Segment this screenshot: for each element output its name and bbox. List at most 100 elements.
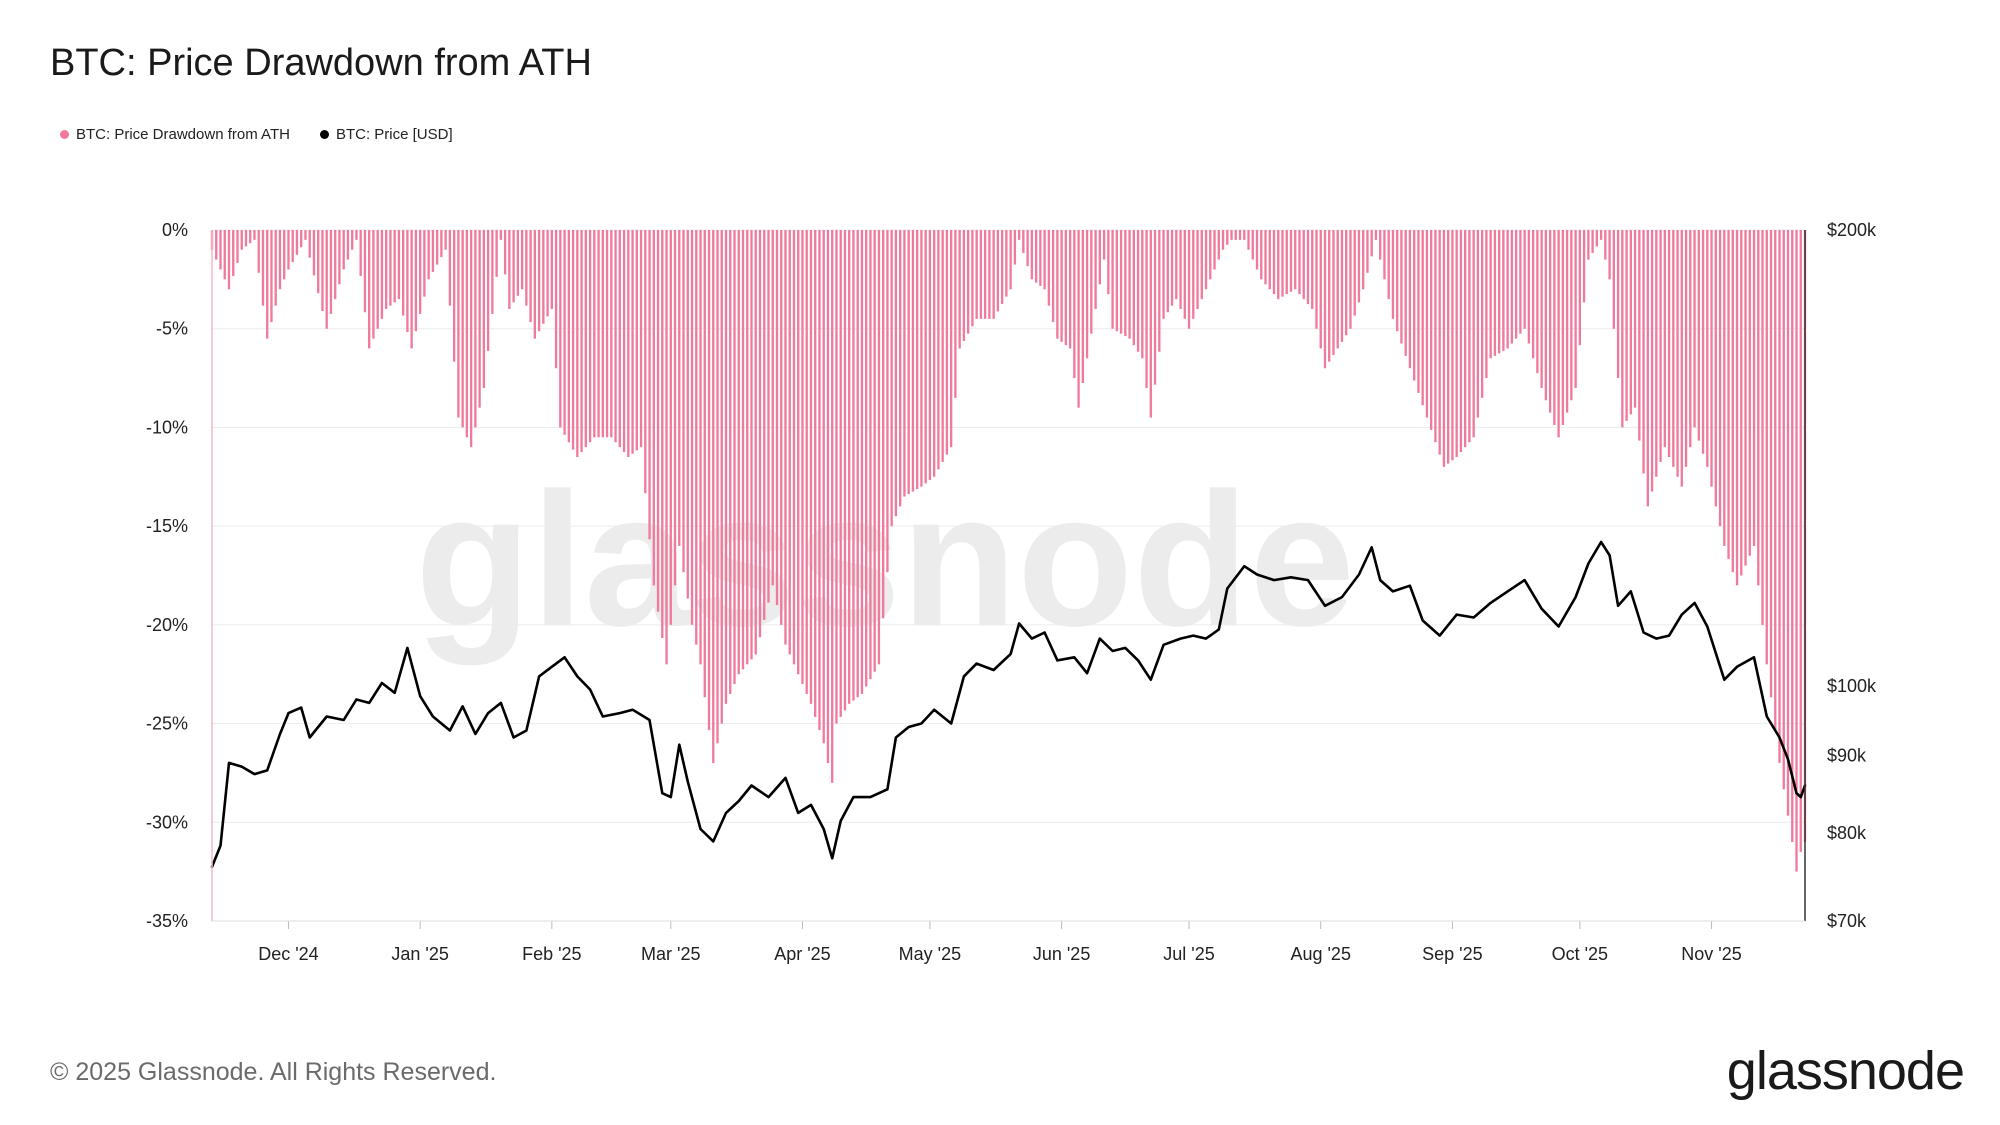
legend: BTC: Price Drawdown from ATH BTC: Price … bbox=[60, 126, 453, 143]
drawdown-bar bbox=[784, 230, 787, 645]
drawdown-bar bbox=[1510, 230, 1514, 344]
drawdown-bar bbox=[852, 230, 855, 701]
drawdown-bar bbox=[334, 230, 337, 300]
drawdown-bar bbox=[580, 230, 583, 453]
drawdown-bar bbox=[215, 230, 218, 260]
drawdown-bar bbox=[907, 230, 910, 495]
drawdown-bar bbox=[1684, 230, 1688, 467]
drawdown-bar bbox=[1119, 230, 1123, 334]
drawdown-bar bbox=[699, 230, 702, 665]
drawdown-bar bbox=[588, 230, 592, 443]
drawdown-bar bbox=[831, 230, 834, 783]
x-axis-tick-label: May '25 bbox=[899, 944, 961, 964]
x-axis-tick-label: Sep '25 bbox=[1422, 944, 1483, 964]
drawdown-bar bbox=[763, 230, 766, 620]
x-axis-tick-label: Mar '25 bbox=[641, 944, 700, 964]
drawdown-bar bbox=[835, 230, 838, 724]
drawdown-bar bbox=[499, 230, 503, 240]
drawdown-bar bbox=[1298, 230, 1301, 295]
drawdown-bar bbox=[1085, 230, 1089, 359]
drawdown-bar bbox=[351, 230, 354, 250]
legend-item-drawdown[interactable]: BTC: Price Drawdown from ATH bbox=[60, 126, 290, 143]
x-axis-tick-label: Oct '25 bbox=[1552, 944, 1608, 964]
legend-label-price: BTC: Price [USD] bbox=[335, 126, 453, 143]
drawdown-bar bbox=[495, 230, 498, 277]
drawdown-bar bbox=[1604, 230, 1607, 260]
drawdown-bar bbox=[1570, 230, 1573, 401]
drawdown-bar bbox=[1043, 230, 1046, 290]
drawdown-bar bbox=[1230, 230, 1233, 240]
drawdown-bar bbox=[1234, 230, 1237, 240]
drawdown-bar bbox=[1616, 230, 1620, 379]
drawdown-bar bbox=[1523, 230, 1526, 329]
drawdown-bar bbox=[988, 230, 991, 319]
drawdown-bar bbox=[1013, 230, 1017, 265]
drawdown-bar bbox=[448, 230, 452, 306]
drawdown-bar bbox=[1345, 230, 1348, 336]
drawdown-bar bbox=[520, 230, 524, 290]
drawdown-bar bbox=[945, 230, 949, 455]
drawdown-bar bbox=[304, 230, 307, 240]
drawdown-bar bbox=[1000, 230, 1004, 305]
drawdown-bar bbox=[712, 230, 715, 764]
drawdown-bar bbox=[236, 230, 239, 263]
drawdown-bar bbox=[1357, 230, 1361, 303]
drawdown-bar bbox=[1051, 230, 1055, 323]
drawdown-bar bbox=[729, 230, 732, 694]
legend-dot-price bbox=[319, 130, 329, 139]
drawdown-bar bbox=[1430, 230, 1433, 430]
drawdown-bar bbox=[1102, 230, 1106, 260]
drawdown-bar bbox=[1281, 230, 1284, 297]
drawdown-bar bbox=[444, 230, 447, 250]
drawdown-bar bbox=[368, 230, 371, 349]
drawdown-bar bbox=[1650, 230, 1654, 492]
drawdown-bar bbox=[1642, 230, 1645, 474]
left-axis-tick-label: -35% bbox=[146, 911, 188, 931]
left-axis-tick-label: -25% bbox=[146, 714, 188, 734]
drawdown-bar bbox=[1633, 230, 1637, 408]
drawdown-bar bbox=[920, 230, 923, 487]
drawdown-bar bbox=[435, 230, 439, 265]
drawdown-bar bbox=[890, 230, 893, 527]
drawdown-bar bbox=[1056, 230, 1059, 339]
drawdown-bar bbox=[1527, 230, 1531, 344]
drawdown-bar bbox=[1455, 230, 1458, 458]
drawdown-bar bbox=[1548, 230, 1552, 413]
drawdown-bar bbox=[1145, 230, 1148, 388]
drawdown-bar bbox=[1264, 230, 1267, 285]
drawdown-bar bbox=[486, 230, 490, 351]
drawdown-bar bbox=[631, 230, 634, 454]
drawdown-bar bbox=[427, 230, 430, 280]
drawdown-bar bbox=[359, 230, 362, 277]
drawdown-bar bbox=[665, 230, 668, 665]
drawdown-bar bbox=[1170, 230, 1174, 306]
drawdown-bar bbox=[1536, 230, 1539, 374]
drawdown-bar bbox=[1502, 230, 1505, 351]
legend-item-price[interactable]: BTC: Price [USD] bbox=[319, 126, 453, 143]
drawdown-bar bbox=[516, 230, 520, 296]
drawdown-bar bbox=[1026, 230, 1029, 267]
drawdown-bar bbox=[746, 230, 749, 665]
drawdown-bar bbox=[1531, 230, 1535, 359]
drawdown-bar bbox=[372, 230, 375, 339]
drawdown-bar bbox=[979, 230, 983, 319]
drawdown-bar bbox=[1659, 230, 1662, 462]
drawdown-bar bbox=[1718, 230, 1722, 527]
drawdown-bar bbox=[440, 230, 443, 258]
drawdown-bar bbox=[1107, 230, 1110, 295]
drawdown-bar bbox=[1765, 230, 1768, 665]
drawdown-bar bbox=[266, 230, 269, 339]
drawdown-bar bbox=[223, 230, 226, 280]
drawdown-bar bbox=[1009, 230, 1012, 290]
drawdown-bar bbox=[1799, 230, 1802, 852]
drawdown-bar bbox=[1005, 230, 1008, 297]
drawdown-bar bbox=[418, 230, 422, 314]
drawdown-bar bbox=[533, 230, 537, 339]
drawdown-bar bbox=[1285, 230, 1288, 295]
drawdown-bar bbox=[703, 230, 706, 698]
drawdown-bar bbox=[1311, 230, 1314, 309]
drawdown-bar bbox=[958, 230, 961, 349]
price-line bbox=[210, 540, 1807, 869]
drawdown-bar bbox=[894, 230, 898, 517]
